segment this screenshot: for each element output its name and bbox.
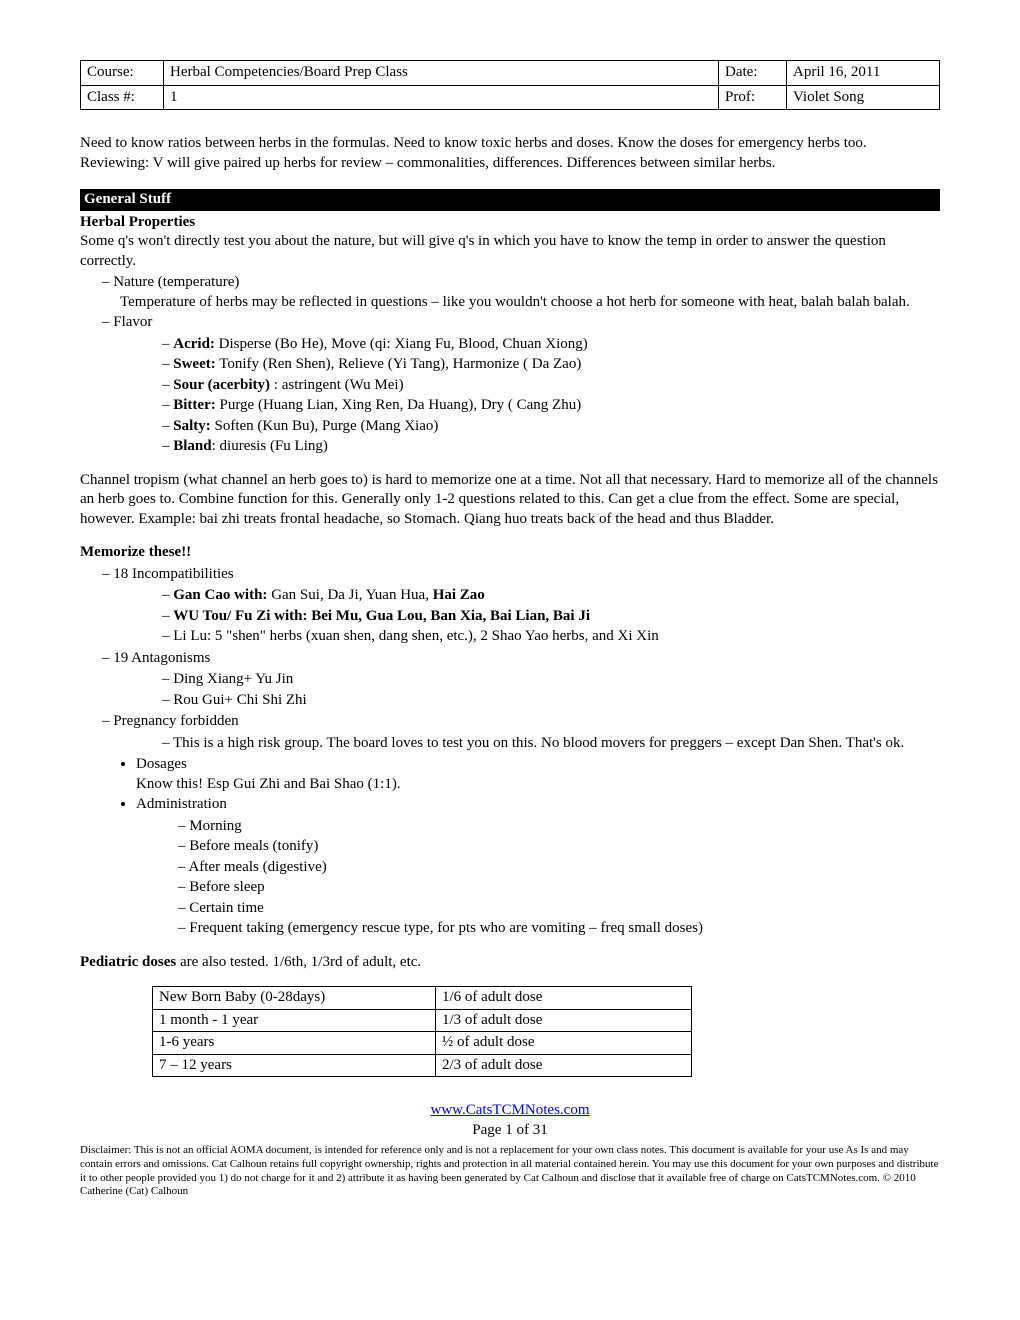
course-label: Course: [81,61,164,86]
preg-label: Pregnancy forbidden [113,713,238,729]
admin-certain-time: Certain time [196,899,940,919]
table-row: 1 month - 1 year1/3 of adult dose [153,1009,692,1032]
herbal-properties-block: Herbal Properties Some q's won't directl… [80,213,940,457]
footer: www.CatsTCMNotes.com [80,1101,940,1121]
incompat-item: 18 Incompatibilities Gan Cao with: Gan S… [120,565,940,647]
memorize-title: Memorize these!! [80,543,940,563]
flavor-bland: Bland: diuresis (Fu Ling) [180,437,940,457]
flavor-sweet: Sweet: Tonify (Ren Shen), Relieve (Yi Ta… [180,355,940,375]
flavor-acrid: Acrid: Disperse (Bo He), Move (qi: Xiang… [180,335,940,355]
admin-morning: Morning [196,817,940,837]
intro-line1: Need to know ratios between herbs in the… [80,134,940,154]
nature-label: Nature (temperature) [113,274,239,290]
antag-label: 19 Antagonisms [113,650,210,666]
channel-tropism-para: Channel tropism (what channel an herb go… [80,471,940,530]
admin-before-sleep: Before sleep [196,878,940,898]
flavor-sour: Sour (acerbity) : astringent (Wu Mei) [180,376,940,396]
nature-item: Nature (temperature) Temperature of herb… [120,273,940,312]
header-table: Course: Herbal Competencies/Board Prep C… [80,60,940,110]
incompat-label: 18 Incompatibilities [113,566,233,582]
disclaimer: Disclaimer: This is not an official AOMA… [80,1144,940,1199]
footer-url[interactable]: www.CatsTCMNotes.com [430,1102,589,1118]
flavor-salty: Salty: Soften (Kun Bu), Purge (Mang Xiao… [180,417,940,437]
admin-item: Administration Morning Before meals (ton… [136,795,940,939]
herbal-properties-title: Herbal Properties [80,213,940,233]
flavor-item: Flavor Acrid: Disperse (Bo He), Move (qi… [120,313,940,457]
page-number: Page 1 of 31 [80,1121,940,1141]
dosages-item: Dosages Know this! Esp Gui Zhi and Bai S… [136,755,940,794]
pediatric-dose-table: New Born Baby (0-28days)1/6 of adult dos… [152,986,692,1077]
flavor-label: Flavor [113,314,152,330]
antag1: Ding Xiang+ Yu Jin [180,670,940,690]
herbal-properties-lead: Some q's won't directly test you about t… [80,232,940,271]
admin-label: Administration [136,796,227,812]
table-row: 1-6 years½ of adult dose [153,1032,692,1055]
lilu-line: Li Lu: 5 "shen" herbs (xuan shen, dang s… [180,627,940,647]
pediatric-lead: Pediatric doses are also tested. 1/6th, … [80,953,940,973]
admin-frequent: Frequent taking (emergency rescue type, … [196,919,940,939]
date-label: Date: [719,61,787,86]
classnum-value: 1 [164,85,719,110]
prof-label: Prof: [719,85,787,110]
dosages-label: Dosages [136,756,187,772]
section-general-stuff: General Stuff [80,189,940,211]
prof-value: Violet Song [787,85,940,110]
antag-item: 19 Antagonisms Ding Xiang+ Yu Jin Rou Gu… [120,649,940,711]
dosages-detail: Know this! Esp Gui Zhi and Bai Shao (1:1… [136,775,940,795]
flavor-bitter: Bitter: Purge (Huang Lian, Xing Ren, Da … [180,396,940,416]
memorize-block: Memorize these!! 18 Incompatibilities Ga… [80,543,940,939]
classnum-label: Class #: [81,85,164,110]
preg-detail: This is a high risk group. The board lov… [180,734,940,754]
admin-after-meals: After meals (digestive) [196,858,940,878]
admin-before-meals: Before meals (tonify) [196,837,940,857]
intro-block: Need to know ratios between herbs in the… [80,134,940,173]
nature-detail: Temperature of herbs may be reflected in… [120,293,940,313]
table-row: New Born Baby (0-28days)1/6 of adult dos… [153,987,692,1010]
table-row: 7 – 12 years2/3 of adult dose [153,1054,692,1077]
course-value: Herbal Competencies/Board Prep Class [164,61,719,86]
intro-line2: Reviewing: V will give paired up herbs f… [80,154,940,174]
preg-item: Pregnancy forbidden This is a high risk … [120,712,940,753]
gan-cao-line: Gan Cao with: Gan Sui, Da Ji, Yuan Hua, … [180,586,940,606]
wutou-line: WU Tou/ Fu Zi with: Bei Mu, Gua Lou, Ban… [180,607,940,627]
date-value: April 16, 2011 [787,61,940,86]
antag2: Rou Gui+ Chi Shi Zhi [180,691,940,711]
